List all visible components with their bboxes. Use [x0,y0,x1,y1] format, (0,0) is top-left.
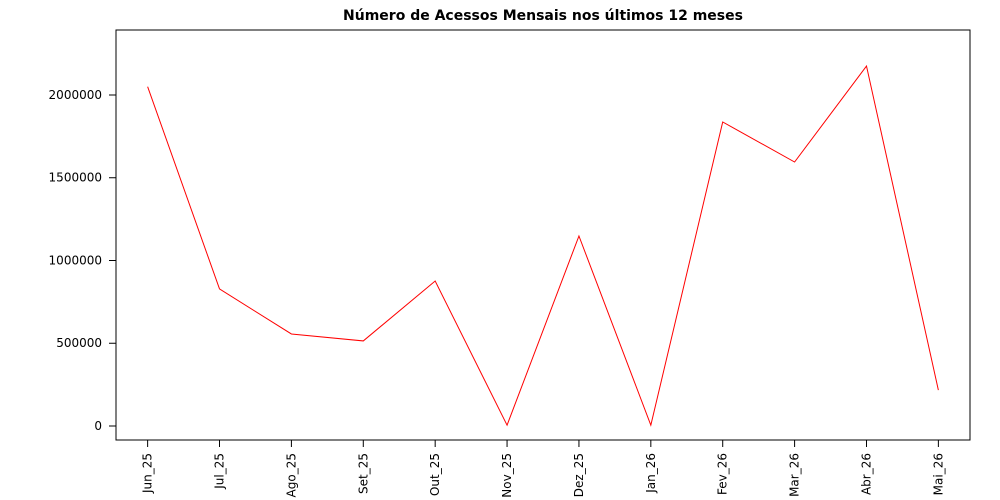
x-tick-label: Mai_26 [931,453,945,495]
x-tick-label: Set_25 [356,453,370,494]
y-tick-label: 0 [94,419,102,433]
chart-title: Número de Acessos Mensais nos últimos 12… [343,8,743,24]
x-tick-label: Abr_26 [859,453,873,495]
plot-frame [115,29,971,441]
y-tick-label: 1500000 [49,171,102,185]
data-line [147,64,939,427]
x-tick-label: Nov_25 [500,453,514,498]
x-tick-label: Jul_25 [213,453,227,490]
x-tick-label: Out_25 [428,453,442,496]
y-tick-label: 500000 [56,336,102,350]
x-tick-label: Dez_25 [572,453,586,497]
x-tick-label: Jan_26 [644,453,658,494]
x-tick-label: Mar_26 [788,453,802,497]
y-tick-label: 1000000 [49,253,102,267]
y-tick-label: 2000000 [49,88,102,102]
x-tick-label: Fev_26 [716,453,730,495]
x-tick-label: Ago_25 [284,453,298,497]
x-tick-label: Jun_25 [141,453,155,494]
